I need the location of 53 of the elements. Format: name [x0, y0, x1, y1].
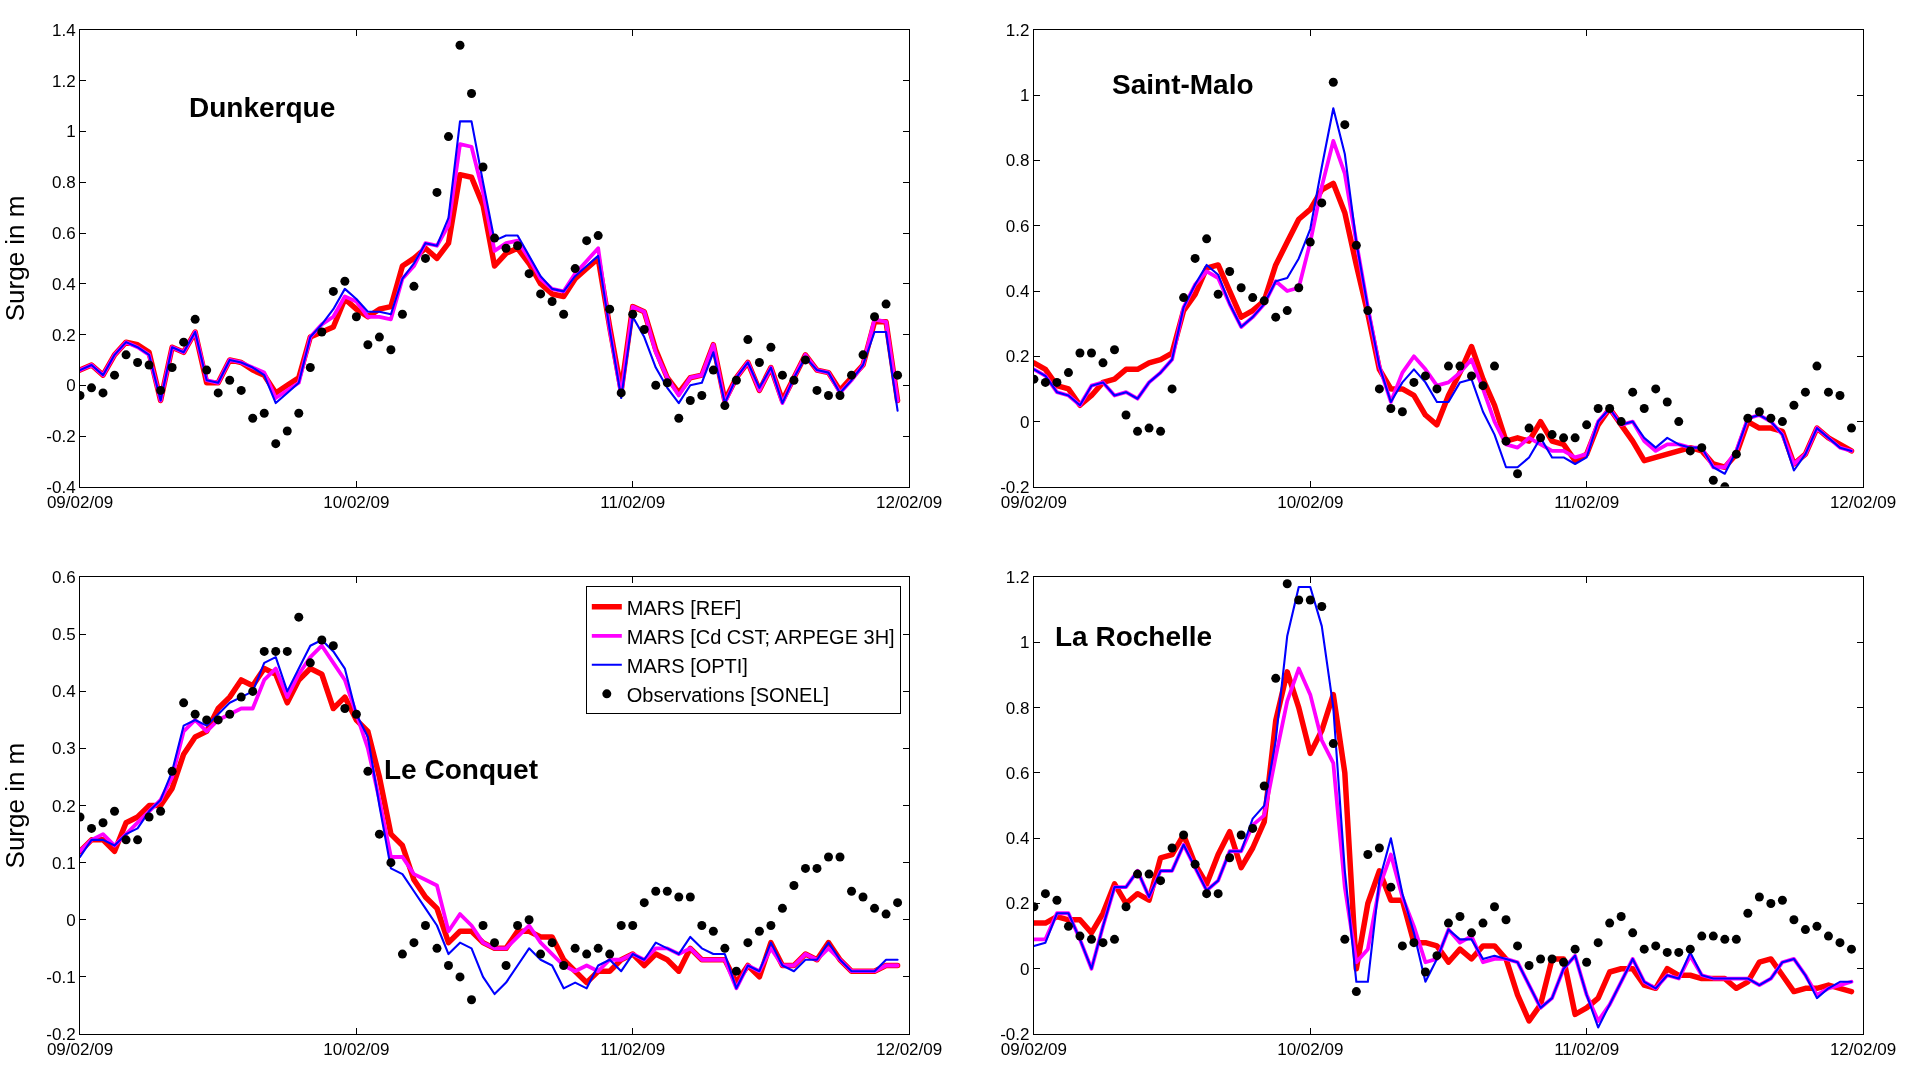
x-tick-label: 12/02/09 [876, 1040, 943, 1060]
y-tick-label: 0.4 [51, 682, 76, 702]
y-axis-title: Surge in m [0, 742, 30, 869]
x-tick-label: 12/02/09 [1829, 1040, 1897, 1060]
text: La Rochelle [1055, 621, 1213, 652]
y-tick-label: 0.4 [51, 274, 76, 294]
legend-label: Observations [SONEL] [626, 683, 830, 706]
y-tick-label: 1.4 [51, 20, 76, 40]
y-tick-label: 0.6 [1005, 216, 1030, 236]
y-tick-label: 0.6 [51, 223, 76, 243]
text: Saint-Malo [1112, 69, 1254, 100]
x-tick-label: 12/02/09 [1829, 493, 1897, 513]
y-tick-label: 0.2 [51, 325, 76, 345]
x-tick-label: 11/02/09 [1554, 493, 1620, 513]
y-tick-label: 0.4 [1005, 281, 1030, 301]
y-tick-label: 0 [66, 910, 76, 930]
y-tick-label: 0.5 [51, 625, 76, 645]
y-tick-label: 1.2 [1005, 20, 1030, 40]
y-tick-label: -0.2 [46, 427, 76, 447]
y-tick-label: 1 [1020, 633, 1030, 653]
y-tick-label: 0 [1020, 959, 1030, 979]
legend-label: MARS [REF] [626, 596, 742, 619]
y-tick-label: 0 [66, 376, 76, 396]
y-tick-label: 0.6 [1005, 763, 1030, 783]
y-tick-label: 0.1 [51, 853, 76, 873]
y-tick-label: 0.8 [1005, 698, 1030, 718]
y-axis-title: Surge in m [0, 195, 30, 322]
x-tick-label: 12/02/09 [876, 493, 943, 513]
y-tick-label: 1 [1020, 86, 1030, 106]
x-tick-label: 11/02/09 [600, 1040, 666, 1060]
y-tick-label: 0.2 [1005, 894, 1030, 914]
y-tick-label: 1.2 [51, 71, 76, 91]
x-tick-label: 11/02/09 [600, 493, 666, 513]
y-tick-label: 0.3 [51, 739, 76, 759]
legend-label: MARS [OPTI] [626, 654, 748, 677]
text: Le Conquet [384, 754, 538, 785]
y-tick-label: 0 [1020, 412, 1030, 432]
y-tick-label: 1 [66, 122, 76, 142]
x-tick-label: 11/02/09 [1554, 1040, 1620, 1060]
y-tick-label: 0.4 [1005, 829, 1030, 849]
y-tick-label: 0.2 [51, 796, 76, 816]
y-tick-label: 0.8 [1005, 151, 1030, 171]
y-tick-label: 0.2 [1005, 347, 1030, 367]
y-tick-label: 0.8 [51, 173, 76, 193]
legend-label: MARS [Cd CST; ARPEGE 3H] [626, 625, 895, 648]
x-tick-label: 10/02/09 [1277, 493, 1344, 513]
x-tick-label: 10/02/09 [323, 1040, 390, 1060]
x-tick-label: 10/02/09 [1277, 1040, 1344, 1060]
text: Dunkerque [189, 92, 336, 123]
y-tick-label: 0.6 [51, 568, 76, 588]
y-tick-label: -0.1 [46, 967, 76, 987]
x-tick-label: 10/02/09 [323, 493, 390, 513]
y-tick-label: 1.2 [1005, 568, 1030, 588]
